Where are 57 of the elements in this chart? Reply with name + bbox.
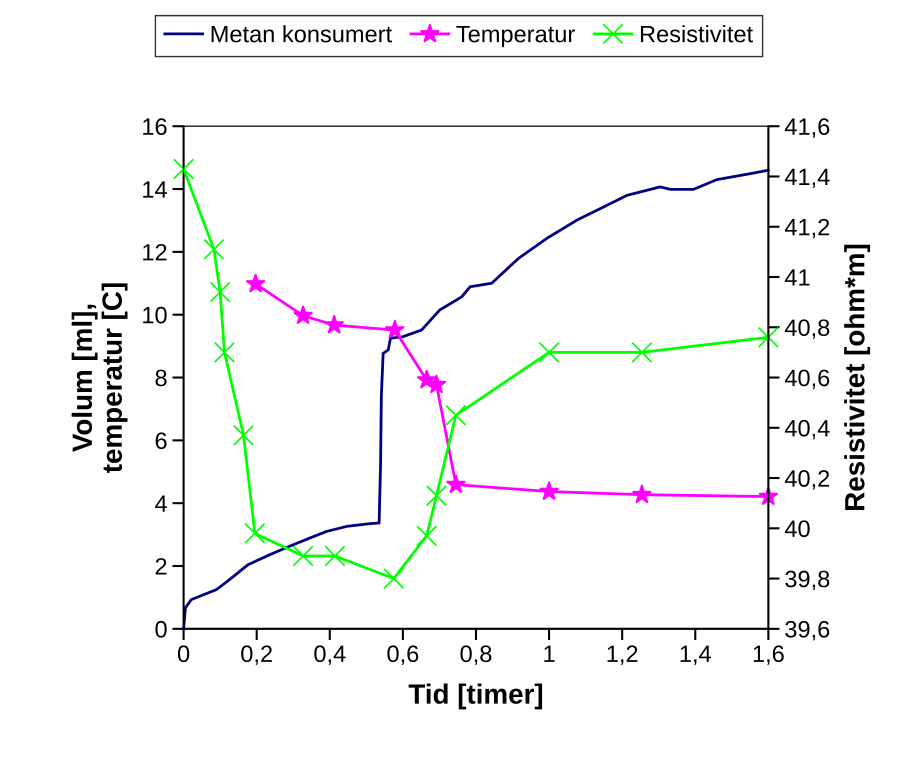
y2-axis-title: Resistivitet [ohm*m] [844, 244, 870, 510]
point [246, 273, 266, 293]
x-tick-label: 1,4 [680, 646, 711, 665]
y-tick-label: 0 [155, 620, 167, 638]
point [445, 404, 466, 426]
point [210, 282, 231, 303]
x-tick-label: 1 [544, 646, 554, 662]
point [293, 305, 314, 324]
x-tick-label: 1,2 [608, 645, 638, 665]
point [292, 545, 314, 567]
y2-tick-label: 40,8 [784, 319, 830, 339]
y2-tick-label: 40,6 [784, 370, 830, 390]
point [446, 474, 466, 494]
x-tick-label: 0,2 [241, 645, 272, 665]
x-axis-title: Tid [timer] [408, 683, 542, 710]
y-tick-label: 10 [143, 306, 167, 324]
point [232, 424, 254, 446]
y-tick-label: 14 [143, 181, 167, 198]
point [244, 522, 266, 544]
y2-tick-label: 39,8 [785, 570, 830, 590]
y-tick-label: 2 [156, 558, 166, 575]
point [758, 326, 779, 348]
y2-tick-label: 40,2 [784, 470, 830, 490]
point [173, 158, 194, 180]
point [384, 320, 405, 339]
point [416, 525, 438, 546]
point [539, 481, 560, 500]
legend-label: Resistivitet [640, 25, 753, 42]
y-tick-label: 4 [155, 495, 167, 512]
y-tick-label: 16 [143, 118, 167, 136]
y2-tick-label: 40,4 [784, 420, 830, 440]
legend-label: Temperatur [456, 26, 575, 48]
y2-tick-label: 41,2 [784, 218, 830, 238]
point [426, 485, 448, 506]
point [203, 238, 224, 260]
x-tick-label: 1,6 [754, 645, 784, 665]
y2-tick-label: 39,6 [785, 620, 830, 640]
y-tick-label: 6 [156, 432, 167, 450]
legend-label: Metan konsumert [212, 25, 392, 42]
y2-tick-label: 41,4 [784, 168, 830, 188]
point [383, 568, 404, 590]
y-tick-label: 8 [156, 370, 167, 386]
point [214, 342, 236, 363]
point [538, 342, 560, 363]
y2-tick-label: 41,6 [784, 118, 830, 138]
x-tick-label: 0,8 [460, 645, 492, 665]
point [632, 484, 652, 504]
y-tick-label: 12 [143, 244, 166, 260]
x-tick-label: 0,6 [387, 645, 418, 665]
y2-tick-label: 40 [784, 520, 810, 538]
y-axis-title: Volum [ml], temperatur [C] [72, 283, 128, 473]
point [324, 545, 346, 567]
y2-tick-label: 41 [784, 269, 810, 286]
point [324, 314, 344, 334]
x-tick-label: 0 [178, 645, 190, 662]
x-tick-label: 0,4 [314, 645, 346, 665]
point [631, 342, 652, 363]
